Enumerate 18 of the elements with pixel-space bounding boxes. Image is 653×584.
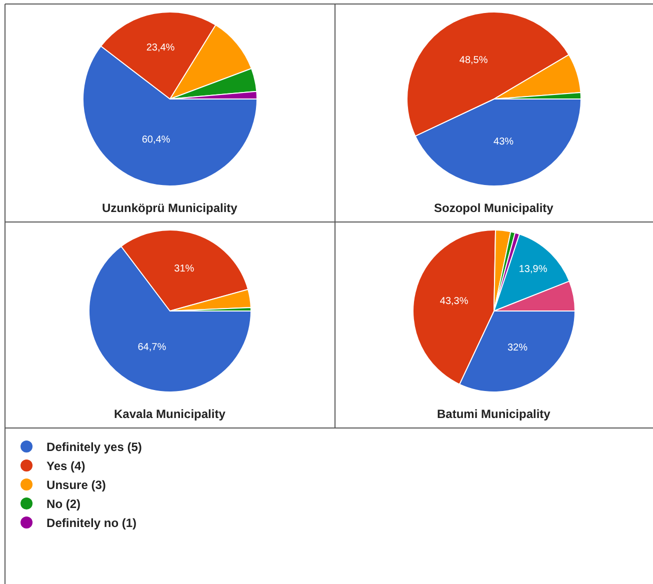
text: Sozopol Municipality bbox=[434, 201, 554, 215]
data-label: 31% bbox=[174, 264, 194, 275]
data-label: 43% bbox=[494, 136, 514, 148]
legend-label: Definitely yes (5) bbox=[46, 440, 142, 454]
legend-label: Yes (4) bbox=[46, 459, 86, 474]
text: Batumi Municipality bbox=[437, 407, 551, 421]
data-label: 64,7% bbox=[138, 342, 166, 353]
text: Uzunköprü Municipality bbox=[102, 201, 238, 215]
data-label: 32% bbox=[507, 342, 528, 354]
legend-label: Unsure (3) bbox=[46, 478, 106, 492]
data-label: 13,9% bbox=[518, 264, 548, 276]
legend-label: No (2) bbox=[46, 497, 81, 512]
legend-label: Definitely no (1) bbox=[46, 516, 137, 530]
data-label: 60,4% bbox=[142, 134, 170, 146]
data-label: 23,4% bbox=[146, 42, 175, 54]
data-label: 48,5% bbox=[459, 55, 488, 66]
text: Kavala Municipality bbox=[114, 407, 226, 421]
data-label: 43,3% bbox=[440, 296, 468, 308]
